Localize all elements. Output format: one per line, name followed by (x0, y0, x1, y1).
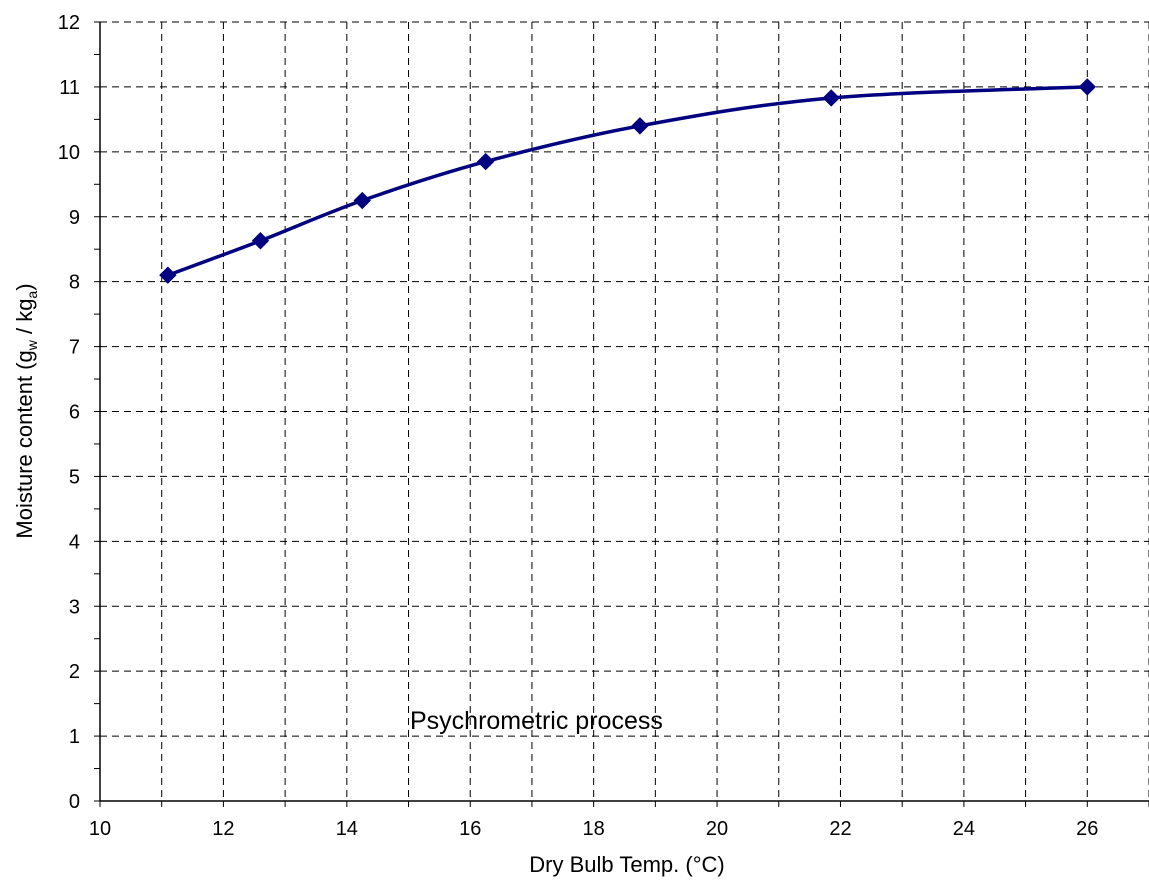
y-tick-label: 4 (69, 531, 80, 553)
data-point (251, 232, 270, 250)
y-tick-label: 3 (69, 596, 80, 618)
x-axis-title: Dry Bulb Temp. (°C) (529, 852, 724, 877)
y-axis-title-sub2: a (24, 291, 40, 299)
x-tick-label: 16 (459, 818, 481, 840)
data-point (822, 89, 840, 107)
y-tick-label: 10 (58, 142, 80, 164)
axes (94, 21, 1149, 807)
y-tick-label: 7 (69, 337, 80, 359)
y-tick-label: 1 (69, 726, 80, 748)
y-tick-label: 5 (69, 466, 80, 488)
data-point (159, 266, 177, 284)
x-tick-label: 26 (1076, 818, 1098, 840)
y-axis-title-end: ) (12, 283, 37, 290)
data-point (631, 117, 649, 135)
y-axis-title-main: Moisture content (g (12, 350, 37, 538)
x-tick-label: 12 (212, 818, 234, 840)
x-tick-label: 20 (706, 818, 728, 840)
x-tick-label: 24 (953, 818, 975, 840)
y-tick-label: 0 (69, 791, 80, 813)
y-tick-label: 8 (69, 272, 80, 294)
y-tick-label: 11 (59, 77, 80, 99)
annotation-label: Psychrometric process (410, 707, 663, 735)
x-tick-label: 18 (583, 818, 605, 840)
x-tick-label: 14 (336, 818, 358, 840)
y-tick-label: 2 (69, 661, 80, 683)
series-line (167, 85, 1088, 277)
data-point (1078, 78, 1097, 96)
series-layer (159, 78, 1097, 284)
y-tick-label: 12 (58, 12, 80, 34)
y-axis-title: Moisture content (gw / kga) (12, 283, 40, 538)
y-tick-label: 9 (69, 207, 80, 229)
x-tick-label: 10 (89, 818, 111, 840)
y-axis-title-sub1: w (24, 339, 40, 351)
y-axis-title-mid: / kg (12, 299, 37, 341)
data-point (476, 152, 495, 171)
x-tick-label: 22 (829, 818, 851, 840)
data-point (353, 191, 371, 210)
y-tick-label: 6 (69, 402, 80, 424)
gridlines (100, 21, 1149, 801)
